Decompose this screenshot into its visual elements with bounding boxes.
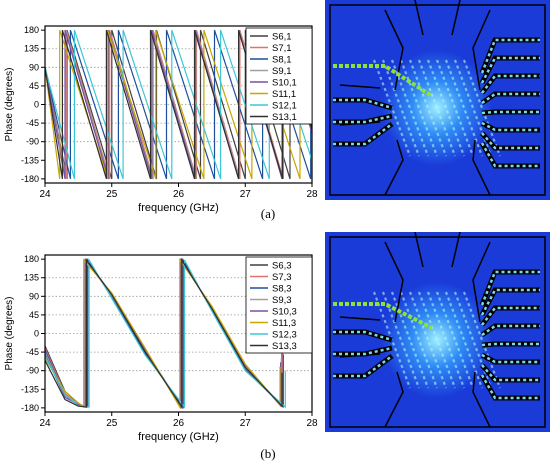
output-port bbox=[481, 132, 540, 150]
x-tick-label: 24 bbox=[39, 418, 51, 429]
output-port bbox=[481, 110, 540, 115]
output-port bbox=[480, 142, 540, 168]
legend-label: S10,3 bbox=[272, 307, 297, 318]
legend-label: S7,3 bbox=[272, 272, 292, 283]
chart-svg: -180 -135 -90 -45 0 45 90 135 180 24 25 26 27 28 frequ… bbox=[4, 25, 318, 214]
y-axis-label: Phase (degrees) bbox=[4, 68, 15, 142]
legend-label: S7,1 bbox=[272, 43, 292, 54]
y-tick-label: -180 bbox=[21, 174, 39, 184]
legend-label: S6,3 bbox=[272, 261, 292, 272]
output-port bbox=[481, 74, 540, 94]
lens-field-pattern bbox=[382, 282, 492, 398]
x-tick-label: 27 bbox=[240, 418, 252, 429]
x-tick-label: 28 bbox=[306, 418, 318, 429]
y-tick-label: -90 bbox=[26, 366, 39, 376]
chart-svg: -180 -135 -90 -45 0 45 90 135 180 24 25 26 27 28 frequ… bbox=[4, 254, 318, 443]
x-axis-label: frequency (GHz) bbox=[138, 431, 219, 443]
output-port bbox=[481, 306, 540, 326]
legend-label: S8,1 bbox=[272, 55, 292, 66]
legend-label: S12,1 bbox=[272, 101, 297, 112]
x-tick-label: 25 bbox=[106, 189, 118, 200]
y-tick-label: 45 bbox=[29, 81, 39, 91]
caption-a: (a) bbox=[260, 206, 276, 221]
y-tick-label: 90 bbox=[29, 62, 39, 72]
y-tick-label: -90 bbox=[26, 137, 39, 147]
y-tick-label: 0 bbox=[34, 100, 39, 110]
feed-beam bbox=[333, 302, 433, 330]
output-port bbox=[481, 342, 540, 347]
legend-label: S10,1 bbox=[272, 78, 297, 89]
y-tick-label: -45 bbox=[26, 118, 39, 128]
series-line bbox=[45, 258, 281, 410]
legend-label: S12,3 bbox=[272, 330, 297, 341]
series-line bbox=[45, 257, 283, 409]
phase-chart-b: -180 -135 -90 -45 0 45 90 135 180 24 25 26 27 28 frequ… bbox=[0, 229, 330, 444]
series-line bbox=[45, 29, 312, 180]
x-axis-label: frequency (GHz) bbox=[138, 202, 219, 214]
x-tick-label: 25 bbox=[106, 418, 118, 429]
x-tick-label: 27 bbox=[240, 189, 252, 200]
series-line bbox=[45, 29, 312, 180]
field-simulation-image-a bbox=[325, 0, 550, 200]
x-tick-label: 26 bbox=[173, 189, 185, 200]
legend-label: S11,1 bbox=[272, 89, 296, 100]
y-tick-label: -180 bbox=[21, 403, 39, 413]
simulation-svg bbox=[325, 232, 550, 432]
series-line bbox=[45, 27, 312, 180]
phase-chart-a: -180 -135 -90 -45 0 45 90 135 180 24 25 26 27 28 frequ… bbox=[0, 0, 330, 215]
x-tick-label: 26 bbox=[173, 418, 185, 429]
y-tick-label: 180 bbox=[24, 254, 39, 264]
output-port bbox=[480, 374, 540, 400]
y-tick-label: 135 bbox=[24, 44, 39, 54]
legend-label: S8,3 bbox=[272, 284, 292, 295]
legend-label: S13,1 bbox=[272, 112, 297, 123]
output-port bbox=[481, 121, 540, 132]
y-axis-label: Phase (degrees) bbox=[4, 297, 15, 371]
series-line bbox=[45, 29, 312, 180]
y-tick-label: -135 bbox=[21, 155, 39, 165]
lens-field-pattern bbox=[382, 50, 492, 166]
y-tick-label: 135 bbox=[24, 273, 39, 283]
y-tick-label: -45 bbox=[26, 347, 39, 357]
feed-beam bbox=[333, 64, 434, 98]
y-tick-label: -135 bbox=[21, 384, 39, 394]
y-tick-label: 180 bbox=[24, 25, 39, 35]
legend-label: S11,3 bbox=[272, 318, 296, 329]
legend-label: S6,1 bbox=[272, 32, 292, 43]
y-tick-label: 45 bbox=[29, 310, 39, 320]
x-tick-label: 28 bbox=[306, 189, 318, 200]
y-tick-label: 90 bbox=[29, 291, 39, 301]
legend-label: S13,3 bbox=[272, 341, 297, 352]
output-port bbox=[481, 353, 540, 364]
y-tick-label: 0 bbox=[34, 329, 39, 339]
caption-b: (b) bbox=[260, 446, 276, 461]
field-simulation-image-b bbox=[325, 232, 550, 432]
simulation-svg bbox=[325, 0, 550, 200]
legend-label: S9,3 bbox=[272, 295, 292, 306]
x-tick-label: 24 bbox=[39, 189, 51, 200]
output-port bbox=[481, 364, 540, 382]
legend-label: S9,1 bbox=[272, 66, 292, 77]
